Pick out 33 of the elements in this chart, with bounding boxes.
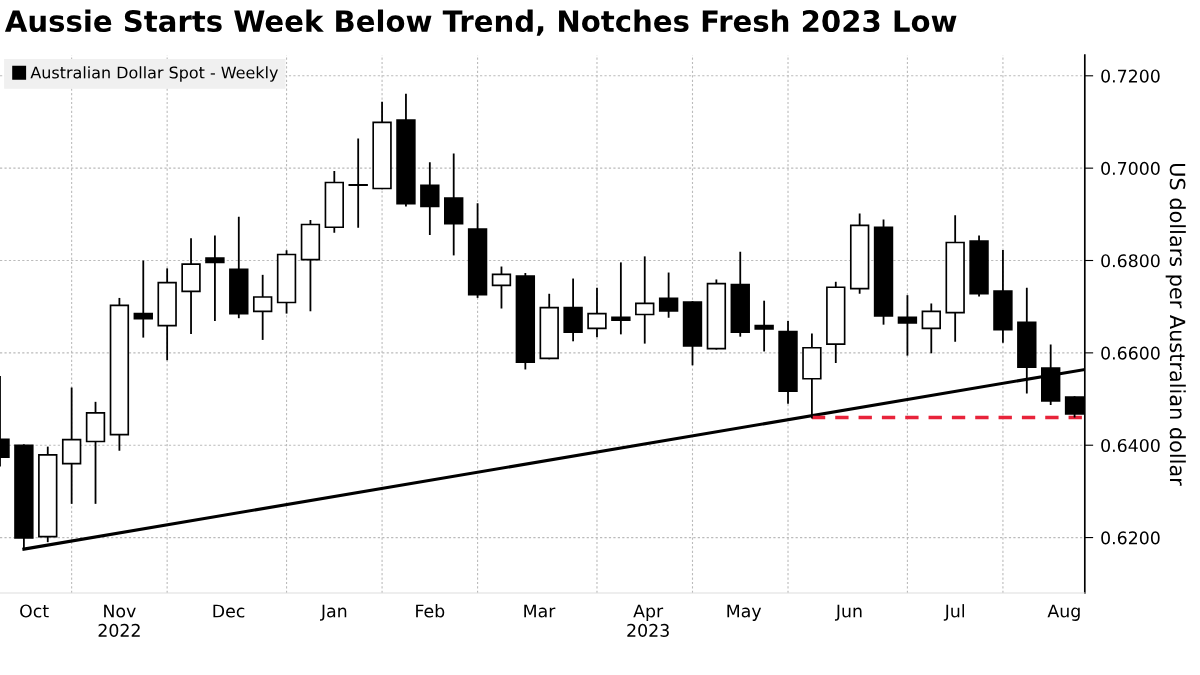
x-tick-label: Jan (320, 604, 347, 621)
x-tick-label: Apr 2023 (627, 604, 669, 637)
x-tick-label: Nov 2022 (98, 604, 140, 637)
candlestick (921, 303, 941, 354)
candlestick (635, 256, 655, 344)
candlestick (420, 162, 440, 236)
y-tick-label: 0.6200 (1101, 531, 1160, 545)
candlestick (754, 300, 774, 352)
x-tick-label: Jul (943, 604, 965, 621)
chart-title: Aussie Starts Week Below Trend, Notches Fresh 2023 Low (4, 9, 957, 36)
y-tick-label: 0.6600 (1101, 346, 1160, 360)
y-tick-label: 0.6400 (1101, 438, 1160, 453)
candlestick (252, 274, 273, 340)
y-axis-title: US dollars per Australian dollar (1165, 164, 1186, 486)
x-tick-label: Jun (834, 604, 862, 621)
candlestick (658, 272, 679, 318)
candlestick (611, 262, 631, 335)
x-tick-label: May (727, 604, 762, 621)
candlestick (897, 295, 918, 356)
x-tick-label: Dec (213, 604, 245, 618)
y-tick-label: 0.6800 (1101, 254, 1160, 268)
x-tick-label: Feb (416, 604, 445, 618)
y-tick-label: 0.7000 (1101, 161, 1160, 175)
x-tick-label: Oct (20, 604, 49, 618)
candlestick (348, 138, 368, 228)
candlestick (133, 260, 153, 338)
y-tick-label: 0.7200 (1101, 69, 1160, 83)
candlestick (491, 266, 512, 309)
x-tick-label: Mar (524, 604, 556, 618)
candlestick (587, 287, 607, 338)
legend-label: Australian Dollar Spot - Weekly (30, 66, 278, 82)
candlestick (205, 235, 225, 321)
x-tick-label: Aug (1047, 604, 1080, 621)
